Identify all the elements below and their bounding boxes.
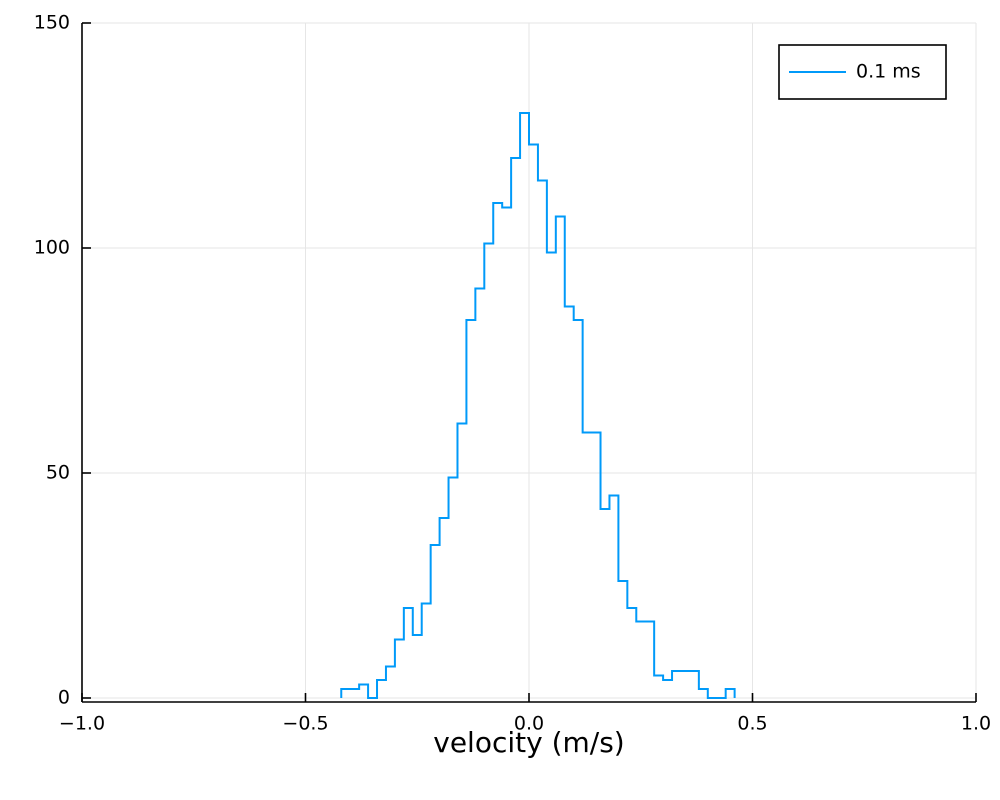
histogram-bin-40: [699, 689, 708, 698]
histogram-bin-37: [672, 671, 681, 698]
histogram-bin-33: [636, 622, 645, 699]
histogram-bin-34: [645, 622, 654, 699]
legend: 0.1 ms: [778, 44, 947, 100]
histogram-bin-20: [520, 113, 529, 698]
histogram-bin-5: [386, 667, 395, 699]
histogram-bin-2: [359, 685, 368, 699]
histogram-bin-25: [565, 307, 574, 699]
histogram-bin-35: [654, 676, 663, 699]
histogram-bin-4: [377, 680, 386, 698]
histogram-bin-26: [574, 320, 583, 698]
histogram-bin-30: [609, 496, 618, 699]
histogram-bin-7: [404, 608, 413, 698]
histogram-bin-21: [529, 145, 538, 699]
histogram-bin-10: [431, 545, 440, 698]
x-tick-label-4: 1.0: [961, 713, 991, 735]
histogram-bin-15: [475, 289, 484, 699]
tick-labels: −1.0 −0.5 0.0 0.5 1.0 0 50 100 150: [34, 12, 991, 735]
legend-label: 0.1 ms: [856, 61, 921, 83]
histogram-bin-32: [627, 608, 636, 698]
histogram-bin-27: [583, 433, 592, 699]
histogram-series-0: [340, 112, 736, 699]
histogram-bin-0: [341, 689, 350, 698]
histogram-bin-28: [592, 433, 601, 699]
x-tick-label-3: 0.5: [737, 713, 767, 735]
x-tick-label-1: −0.5: [282, 713, 328, 735]
y-tick-label-3: 150: [34, 12, 70, 34]
x-axis-title: velocity (m/s): [433, 726, 624, 759]
histogram-bin-17: [493, 203, 502, 698]
histogram-bin-39: [690, 671, 699, 698]
histogram-bin-11: [440, 518, 449, 698]
histogram-bin-38: [681, 671, 690, 698]
histogram-bin-8: [413, 635, 422, 698]
series-layer: [340, 112, 736, 699]
y-tick-label-1: 50: [46, 462, 70, 484]
histogram-bin-36: [663, 680, 672, 698]
histogram-bin-31: [618, 581, 627, 698]
y-tick-label-0: 0: [58, 687, 70, 709]
histogram-bin-13: [457, 424, 466, 699]
y-tick-label-2: 100: [34, 237, 70, 259]
histogram-bin-19: [511, 158, 520, 698]
x-tick-label-2: 0.0: [514, 713, 544, 735]
histogram-bin-22: [538, 181, 547, 699]
axes: [81, 22, 977, 703]
histogram-bin-1: [350, 689, 359, 698]
histogram-bin-29: [601, 509, 610, 698]
x-tick-label-0: −1.0: [59, 713, 105, 735]
histogram-bin-6: [395, 640, 404, 699]
histogram-bin-23: [547, 253, 556, 699]
histogram-bin-12: [449, 478, 458, 699]
histogram-bin-18: [502, 208, 511, 699]
histogram-bin-24: [556, 217, 565, 699]
histogram-bin-9: [422, 604, 431, 699]
histogram-bin-43: [726, 689, 735, 698]
histogram-bin-14: [466, 320, 475, 698]
histogram-bin-16: [484, 244, 493, 699]
